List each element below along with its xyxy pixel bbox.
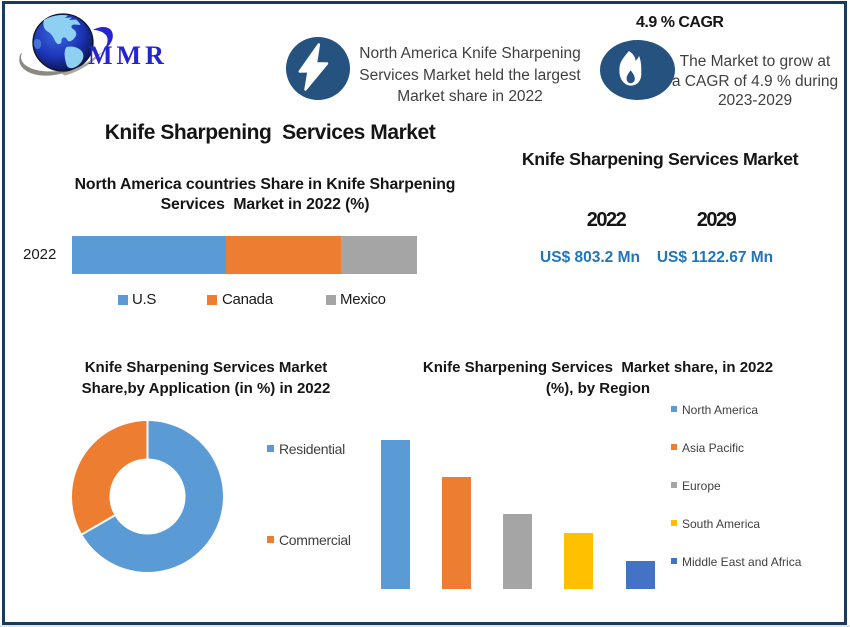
svg-text:MMR: MMR — [88, 41, 168, 70]
